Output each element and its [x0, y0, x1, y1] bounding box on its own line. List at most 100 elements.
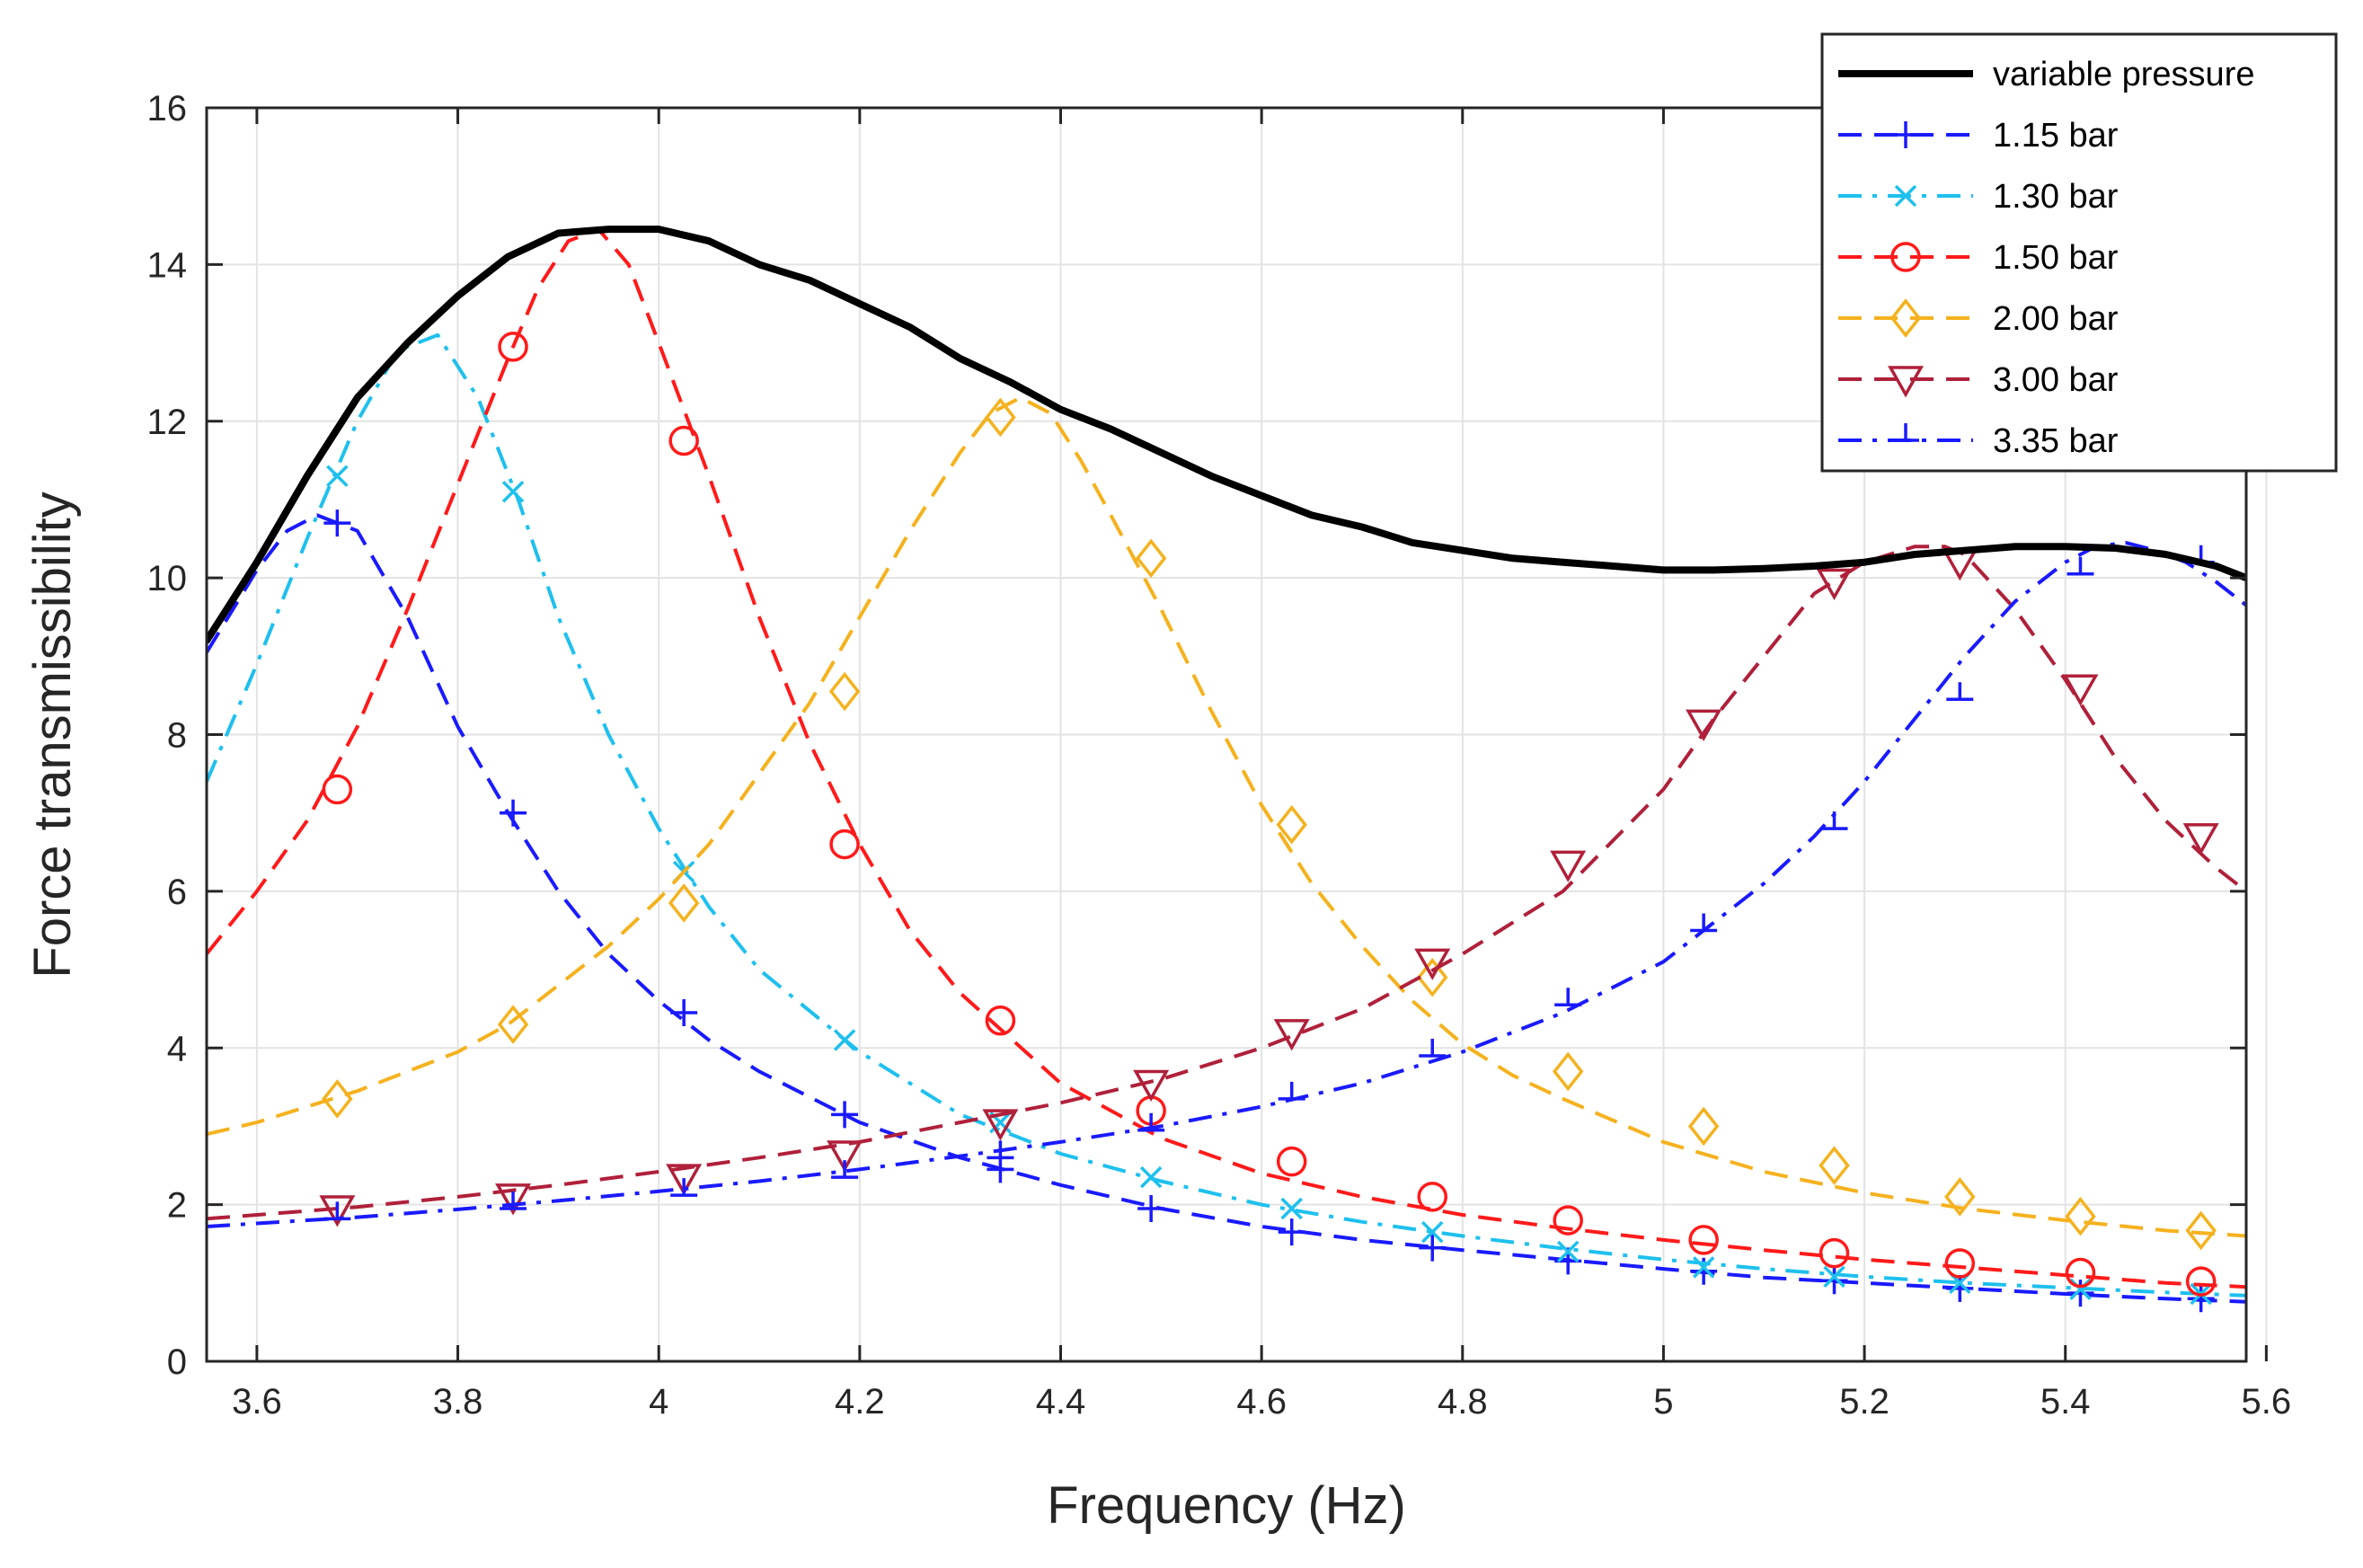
data-point-marker	[1820, 1267, 1848, 1295]
data-point-marker	[2067, 1280, 2094, 1307]
series-line-3-35-bar	[207, 540, 2246, 1228]
series-2-00-bar	[207, 395, 2246, 1251]
legend-marker-sample	[1892, 121, 1919, 148]
data-point-marker	[831, 1101, 859, 1129]
data-point-marker	[666, 1164, 703, 1196]
data-point-marker	[2069, 1278, 2092, 1301]
data-point-marker	[1552, 1051, 1584, 1092]
y-tick-label: 4	[167, 1029, 187, 1068]
data-point-marker	[2185, 1266, 2217, 1297]
data-point-marker	[827, 1140, 863, 1173]
data-point-marker	[1823, 1265, 1845, 1289]
y-tick-label: 2	[167, 1186, 187, 1226]
legend-entry: 3.35 bar	[1838, 422, 2119, 460]
legend-label: 2.00 bar	[1993, 300, 2119, 338]
data-point-marker	[1820, 811, 1848, 830]
data-point-marker	[987, 1140, 1014, 1160]
x-tick-label: 3.6	[232, 1382, 282, 1422]
data-point-marker	[323, 509, 351, 537]
x-tick-label: 5	[1653, 1382, 1673, 1422]
data-point-marker	[1554, 988, 1582, 1007]
data-point-marker	[985, 397, 1016, 438]
data-point-marker	[498, 332, 528, 362]
series-line-1-15-bar	[207, 513, 2246, 1304]
data-point-marker	[1419, 1234, 1447, 1262]
data-point-marker	[668, 425, 699, 456]
legend-box	[1820, 32, 2338, 473]
x-tick-label: 3.8	[433, 1382, 483, 1422]
data-point-marker	[1946, 682, 1974, 702]
legend-label: 1.15 bar	[1993, 117, 2119, 155]
y-tick-label: 8	[167, 716, 187, 756]
data-point-marker	[831, 1160, 859, 1179]
legend-marker-sample	[1894, 184, 1917, 208]
data-point-marker	[828, 671, 861, 712]
data-point-marker	[1421, 1220, 1444, 1244]
legend-label: 1.50 bar	[1993, 239, 2119, 277]
y-tick-label: 0	[167, 1342, 187, 1382]
data-point-marker	[1556, 1240, 1580, 1263]
data-point-marker	[2067, 556, 2094, 576]
data-point-marker	[1276, 1146, 1307, 1177]
data-point-marker	[985, 1005, 1016, 1036]
x-tick-label: 5.6	[2242, 1382, 2292, 1422]
data-point-marker	[987, 1156, 1014, 1183]
data-point-marker	[1276, 804, 1307, 845]
data-point-marker	[829, 828, 860, 860]
tick-layer: 3.6 3.8 4 4.2 4.4 4.6 4.8 5 5.2 5.4 5.6 0 2 4 6 8 10 12 14…	[147, 89, 2292, 1422]
data-point-marker	[1133, 1069, 1170, 1103]
data-point-marker	[1550, 850, 1587, 882]
legend-label: 1.30 bar	[1993, 178, 2119, 216]
legend-marker-sample	[1892, 423, 1919, 442]
series-line-1-30-bar	[207, 332, 2246, 1298]
data-point-marker	[1419, 1038, 1447, 1058]
y-tick-label: 10	[147, 559, 188, 598]
data-point-marker	[1414, 948, 1451, 980]
legend-marker-sample	[1887, 366, 1925, 398]
legend-entry: 3.00 bar	[1838, 361, 2119, 399]
data-point-marker	[1135, 538, 1167, 579]
legend-marker-sample	[1890, 242, 1921, 272]
data-point-marker	[1137, 1194, 1165, 1222]
legend-label: 3.00 bar	[1993, 361, 2119, 399]
data-point-marker	[1417, 1182, 1447, 1212]
data-point-marker	[500, 799, 527, 827]
data-point-marker	[982, 1109, 1019, 1141]
data-point-marker	[2065, 1196, 2096, 1236]
y-tick-label: 14	[147, 245, 188, 285]
data-point-marker	[1417, 957, 1448, 997]
series-line-2-00-bar	[207, 395, 2246, 1238]
series-line-variable-pressure	[207, 226, 2246, 644]
series-line-1-50-bar	[207, 227, 2246, 1289]
data-point-marker	[1553, 1205, 1583, 1236]
legend-label: 3.35 bar	[1993, 422, 2119, 460]
legend: variable pressure 1.15 bar 1.30 bar 1.50 ba…	[1820, 32, 2338, 473]
data-point-marker	[670, 1178, 698, 1197]
legend-entry: 1.50 bar	[1838, 239, 2119, 277]
y-axis-label: Force transmissibility	[23, 492, 82, 978]
data-point-marker	[1946, 1274, 1974, 1302]
legend-entry: variable pressure	[1838, 56, 2254, 93]
data-point-marker	[1816, 568, 1853, 601]
data-point-marker	[1687, 1106, 1720, 1147]
x-tick-label: 4	[649, 1382, 668, 1422]
data-point-marker	[1692, 1256, 1715, 1279]
data-point-marker	[1819, 1237, 1850, 1269]
data-point-marker	[322, 774, 353, 805]
legend-marker-sample	[1890, 298, 1922, 338]
data-point-marker	[2182, 823, 2219, 855]
data-point-marker	[2185, 1210, 2217, 1251]
series-layer	[207, 226, 2246, 1313]
data-point-marker	[1137, 1112, 1165, 1132]
data-point-marker	[2062, 674, 2099, 706]
data-point-marker	[670, 999, 698, 1027]
data-point-marker	[2065, 1257, 2096, 1289]
data-point-marker	[1688, 1225, 1719, 1255]
data-point-marker	[1278, 1081, 1305, 1101]
data-point-marker	[495, 1183, 532, 1216]
data-point-marker	[1278, 1218, 1305, 1246]
data-point-marker	[668, 883, 700, 923]
series-3-00-bar	[207, 545, 2246, 1227]
data-point-marker	[497, 1005, 529, 1044]
